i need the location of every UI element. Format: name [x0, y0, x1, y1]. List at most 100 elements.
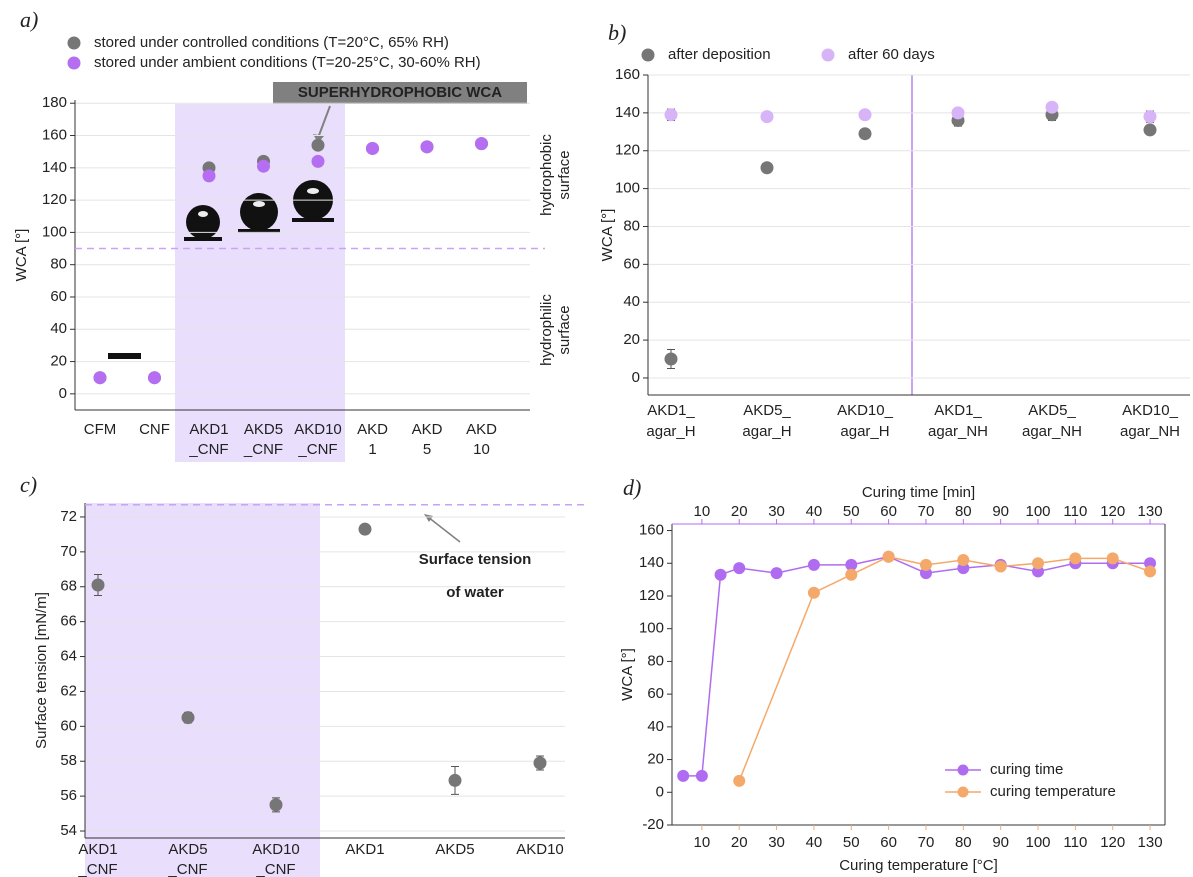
- highlight-region: [85, 503, 320, 877]
- data-point: [257, 159, 270, 173]
- x-tick-label: 70: [918, 834, 935, 851]
- y-tick-label: 140: [615, 104, 640, 121]
- panel-label: a): [20, 7, 38, 32]
- x-tick-label: AKD5: [244, 421, 283, 438]
- x-tick-label: agar_H: [840, 423, 889, 440]
- legend-marker: [957, 786, 969, 798]
- data-point: [951, 106, 965, 120]
- y-tick-label: 140: [639, 554, 664, 571]
- x-tick-label: 40: [806, 503, 823, 520]
- annotation: surface: [556, 150, 573, 199]
- y-tick-label: 20: [623, 331, 640, 348]
- data-point: [807, 558, 820, 571]
- x-tick-label: CFM: [84, 421, 117, 438]
- y-axis-label: WCA [°]: [599, 209, 616, 262]
- x-tick-label: agar_NH: [928, 423, 988, 440]
- y-tick-label: 72: [60, 508, 77, 525]
- x-tick-label: 80: [955, 834, 972, 851]
- data-point: [1045, 100, 1059, 114]
- data-point: [845, 568, 858, 581]
- x-tick-label: _CNF: [188, 441, 228, 458]
- x-tick-label: 30: [768, 834, 785, 851]
- y-tick-label: 160: [42, 126, 67, 143]
- x-tick-label: AKD: [357, 421, 388, 438]
- y-tick-label: 160: [615, 66, 640, 83]
- y-tick-label: 70: [60, 543, 77, 560]
- badge: [273, 82, 527, 104]
- x-tick-label: AKD10: [252, 841, 300, 858]
- data-point: [714, 568, 727, 581]
- legend-label: stored under ambient conditions (T=20-25…: [94, 54, 481, 71]
- data-point: [311, 154, 325, 168]
- y-tick-label: 100: [639, 620, 664, 637]
- y-tick-label: 180: [42, 94, 67, 111]
- x-tick-label: _CNF: [255, 861, 295, 877]
- y-tick-label: 64: [60, 648, 77, 665]
- data-point: [677, 769, 690, 782]
- data-point: [994, 560, 1007, 573]
- x-tick-label: 10: [694, 834, 711, 851]
- y-tick-label: 120: [639, 587, 664, 604]
- x-tick-label: AKD10_: [837, 402, 894, 419]
- x-tick-label: 50: [843, 834, 860, 851]
- annotation: hydrophilic: [538, 294, 555, 366]
- y-tick-label: 60: [60, 717, 77, 734]
- y-tick-label: 80: [50, 256, 67, 273]
- y-axis-label: WCA [°]: [619, 648, 636, 701]
- x-axis-label: Curing temperature [°C]: [839, 857, 998, 874]
- x-tick-label: _CNF: [243, 441, 283, 458]
- data-point: [533, 756, 547, 770]
- x-tick-label: 5: [423, 441, 431, 458]
- x-tick-label: AKD: [466, 421, 497, 438]
- droplet-image: [108, 353, 141, 359]
- x-tick-label: 110: [1063, 503, 1087, 520]
- arrow-head: [424, 514, 433, 522]
- x-tick-label: AKD5: [435, 841, 474, 858]
- x-tick-label: CNF: [139, 421, 170, 438]
- x-tick-label: 10: [473, 441, 490, 458]
- data-point: [1032, 557, 1045, 570]
- data-point: [858, 108, 872, 122]
- x-tick-label: 90: [992, 834, 1009, 851]
- y-tick-label: 40: [647, 718, 664, 735]
- y-tick-label: 60: [647, 685, 664, 702]
- x-tick-label: 90: [992, 503, 1009, 520]
- data-point: [733, 562, 746, 575]
- y-tick-label: 40: [50, 320, 67, 337]
- data-point: [858, 127, 872, 141]
- y-tick-label: 120: [615, 142, 640, 159]
- y-axis-label: WCA [°]: [13, 229, 30, 282]
- arrow-head: [313, 134, 324, 143]
- x-tick-label: 70: [918, 503, 935, 520]
- data-point: [1143, 110, 1157, 124]
- data-point: [1069, 552, 1082, 565]
- x-tick-label: 120: [1100, 503, 1125, 520]
- legend-label: stored under controlled conditions (T=20…: [94, 34, 449, 51]
- data-point: [760, 161, 774, 175]
- legend-label: after deposition: [668, 46, 771, 63]
- y-tick-label: -20: [642, 816, 664, 833]
- droplet-image: [184, 180, 334, 241]
- arrow: [317, 105, 331, 139]
- data-point: [1143, 123, 1157, 137]
- legend-label: curing time: [990, 761, 1063, 778]
- legend-marker: [957, 764, 969, 776]
- data-point: [760, 110, 774, 124]
- panel-label: c): [20, 472, 37, 497]
- x-tick-label: 60: [880, 503, 897, 520]
- legend-marker: [641, 48, 655, 62]
- data-point: [664, 108, 678, 122]
- x-tick-label: 130: [1138, 834, 1163, 851]
- x-tick-label: AKD: [412, 421, 443, 438]
- x-tick-label: agar_NH: [1022, 423, 1082, 440]
- arrow: [427, 516, 461, 543]
- x-tick-label: 10: [694, 503, 711, 520]
- data-point: [269, 798, 283, 812]
- data-point: [181, 711, 195, 725]
- data-point: [358, 522, 372, 536]
- y-tick-label: 68: [60, 578, 77, 595]
- y-tick-label: 80: [647, 652, 664, 669]
- x-tick-label: AKD1: [78, 841, 117, 858]
